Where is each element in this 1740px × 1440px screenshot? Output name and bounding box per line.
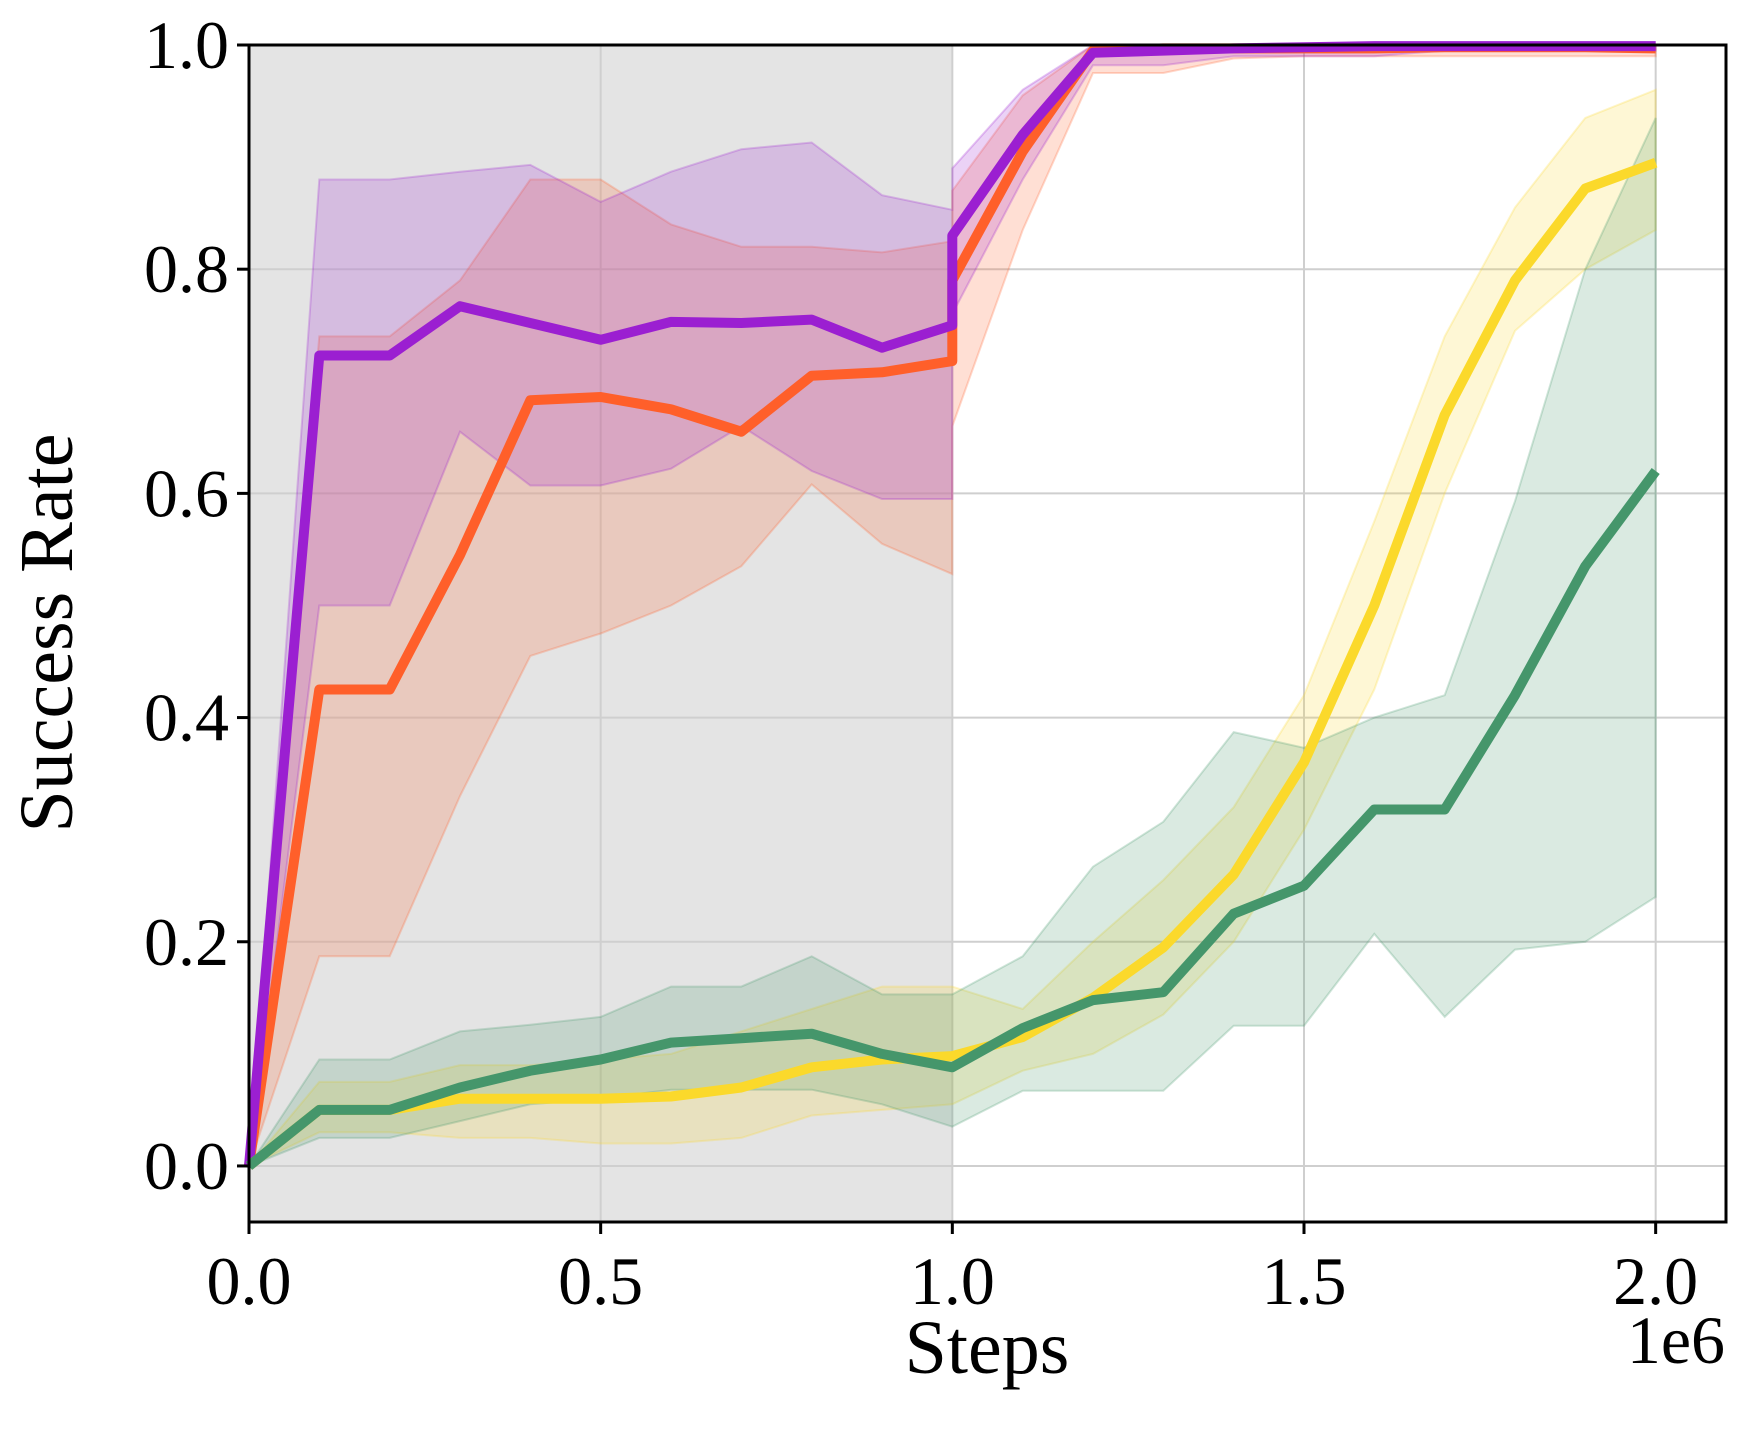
y-tick-label: 1.0 bbox=[144, 7, 229, 83]
y-axis-ticks: 0.0 0.2 0.4 0.6 0.8 1.0 bbox=[144, 7, 249, 1204]
y-tick-label: 0.2 bbox=[144, 904, 229, 980]
axes-frame bbox=[247, 43, 1728, 1224]
y-tick-label: 0.8 bbox=[144, 231, 229, 307]
y-tick-label: 0.0 bbox=[144, 1128, 229, 1204]
x-tick-label: 0.0 bbox=[207, 1243, 292, 1319]
x-tick-label: 0.5 bbox=[558, 1243, 643, 1319]
y-tick-label: 0.6 bbox=[144, 455, 229, 531]
x-tick-label: 2.0 bbox=[1613, 1243, 1698, 1319]
x-axis-ticks: 0.0 0.5 1.0 1.5 2.0 bbox=[207, 1222, 1698, 1319]
x-axis-label: Steps bbox=[905, 1306, 1070, 1390]
y-axis-label: Success Rate bbox=[5, 434, 89, 833]
series-line-green bbox=[245, 468, 1660, 1170]
x-axis-offset-label: 1e6 bbox=[1627, 1302, 1725, 1378]
y-tick-label: 0.4 bbox=[144, 680, 229, 756]
series-line-yellow bbox=[245, 158, 1658, 1170]
x-tick-label: 1.5 bbox=[1262, 1243, 1347, 1319]
x-tick-label: 1.0 bbox=[910, 1243, 995, 1319]
